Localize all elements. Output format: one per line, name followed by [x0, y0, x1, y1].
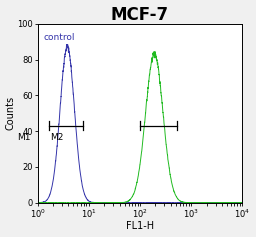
Text: control: control [44, 33, 75, 42]
Title: MCF-7: MCF-7 [111, 5, 169, 23]
X-axis label: FL1-H: FL1-H [126, 221, 154, 232]
Text: M2: M2 [50, 133, 63, 142]
Text: M1: M1 [17, 133, 31, 142]
Y-axis label: Counts: Counts [6, 96, 16, 130]
